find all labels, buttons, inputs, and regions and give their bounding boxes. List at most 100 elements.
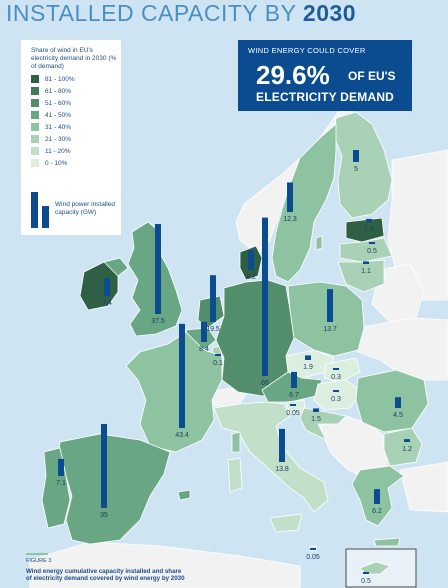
bar-lithuania: [363, 261, 369, 264]
value-label-greece: 6.2: [372, 508, 382, 515]
island-gotland: [315, 235, 323, 251]
value-label-germany: 66: [261, 380, 269, 387]
value-label-netherlands: 19.5: [206, 326, 220, 333]
legend-swatch: [31, 147, 39, 155]
country-sweden[interactable]: [271, 123, 337, 283]
callout-percent: 29.6%: [256, 60, 330, 90]
bar-germany: [262, 217, 268, 376]
legend-range-item: 51 - 60%: [31, 98, 71, 108]
legend-range-label: 11 - 20%: [45, 147, 71, 155]
bar-malta: [310, 548, 316, 550]
legend-swatch: [31, 135, 39, 143]
bar-romania: [395, 397, 401, 408]
bar-ireland: [104, 278, 110, 296]
value-label-italy: 13.8: [275, 466, 289, 473]
bar-cyprus: [363, 572, 369, 574]
legend-range-item: 41 - 50%: [31, 110, 71, 120]
bar-greece: [374, 489, 380, 504]
country-hungary[interactable]: [313, 379, 363, 411]
island-crete: [373, 537, 401, 547]
country-bulgaria[interactable]: [383, 427, 423, 467]
value-label-slovenia: 0.05: [286, 410, 300, 417]
land-ukraine: [357, 317, 448, 381]
legend-range-item: 81 - 100%: [31, 74, 75, 84]
legend-bar-tall: [31, 192, 38, 228]
bar-finland: [353, 150, 359, 162]
value-label-malta: 0.05: [306, 554, 320, 561]
value-label-poland: 13.7: [323, 326, 337, 333]
island-sardinia: [227, 457, 243, 493]
island-corsica: [231, 431, 241, 453]
bar-italy: [279, 428, 285, 462]
legend-range-label: 31 - 40%: [45, 123, 72, 131]
legend-range-item: 21 - 30%: [31, 134, 71, 144]
country-france[interactable]: [125, 331, 223, 453]
value-label-france: 43.4: [175, 432, 189, 439]
country-latvia[interactable]: [339, 237, 393, 263]
bar-luxembourg: [215, 354, 221, 356]
country-finland[interactable]: [333, 111, 393, 219]
demand-callout: WIND ENERGY COULD COVER 29.6% OF EU'S EL…: [238, 40, 412, 111]
figure-label: FIGURE 3: [26, 553, 52, 564]
bar-bulgaria: [404, 439, 410, 442]
legend-range-label: 81 - 100%: [45, 75, 75, 83]
value-label-sweden: 12.3: [283, 216, 297, 223]
country-italy[interactable]: [213, 401, 329, 513]
bar-belgium: [201, 321, 207, 342]
legend-swatch: [31, 87, 39, 95]
legend: Share of wind in EU's electricity demand…: [21, 40, 121, 235]
value-label-luxembourg: 0.1: [213, 360, 223, 367]
country-estonia[interactable]: [345, 217, 385, 243]
bar-slovakia: [333, 368, 339, 370]
title-year: 2030: [302, 0, 357, 26]
value-label-slovakia: 0.3: [331, 374, 341, 381]
country-poland[interactable]: [287, 281, 365, 357]
legend-swatch: [31, 111, 39, 119]
wind-capacity-bars: 12.3 5 1.3 0.5 1.1 8.2 7.4 37.5 19.5 8.4 0.1 66 13.7…: [56, 150, 412, 585]
value-label-bulgaria: 1.2: [402, 446, 412, 453]
bar-denmark: [248, 250, 254, 270]
bar-portugal: [58, 458, 64, 476]
legend-range-item: 11 - 20%: [31, 146, 71, 156]
legend-range-item: 31 - 40%: [31, 122, 71, 132]
value-label-hungary: 0.3: [331, 396, 341, 403]
value-label-romania: 4.5: [393, 412, 403, 419]
bar-spain: [101, 424, 107, 508]
legend-range-label: 0 - 10%: [45, 159, 68, 167]
value-label-ireland: 7.4: [102, 300, 112, 307]
value-label-uk: 37.5: [151, 318, 165, 325]
legend-swatch: [31, 159, 39, 167]
value-label-estonia: 1.3: [364, 226, 374, 233]
country-spain[interactable]: [57, 433, 171, 545]
value-label-spain: 35: [100, 512, 108, 519]
island-mallorca: [177, 489, 191, 501]
callout-bottom-text: ELECTRICITY DEMAND: [256, 90, 395, 104]
country-slovakia[interactable]: [323, 357, 361, 383]
bar-austria: [291, 371, 297, 388]
value-label-croatia: 1.5: [311, 416, 321, 423]
legend-swatch: [31, 99, 39, 107]
figure-caption: Wind energy cumulative capacity installe…: [26, 568, 185, 582]
legend-range-item: 0 - 10%: [31, 158, 67, 168]
bar-slovenia: [290, 404, 296, 406]
country-romania[interactable]: [355, 369, 429, 433]
legend-range-label: 61 - 80%: [45, 87, 72, 95]
legend-swatch: [31, 75, 39, 83]
legend-title: Share of wind in EU's electricity demand…: [31, 47, 117, 70]
value-label-denmark: 8.2: [246, 274, 256, 281]
callout-top-text: WIND ENERGY COULD COVER: [248, 46, 366, 55]
legend-bar-short: [42, 206, 49, 228]
bar-sweden: [287, 182, 293, 212]
value-label-finland: 5: [354, 166, 358, 173]
legend-wind-power-label: Wind power installed capacity (GW): [55, 201, 115, 216]
country-croatia[interactable]: [299, 407, 347, 441]
callout-of-text: OF EU'S: [348, 69, 396, 83]
country-northern-ireland: [103, 257, 129, 277]
value-label-lithuania: 1.1: [361, 268, 371, 275]
value-label-czech: 1.9: [303, 364, 313, 371]
value-label-latvia: 0.5: [367, 248, 377, 255]
legend-range-item: 61 - 80%: [31, 86, 71, 96]
country-lithuania[interactable]: [337, 259, 385, 293]
figure-number: FIGURE 3: [26, 558, 52, 564]
